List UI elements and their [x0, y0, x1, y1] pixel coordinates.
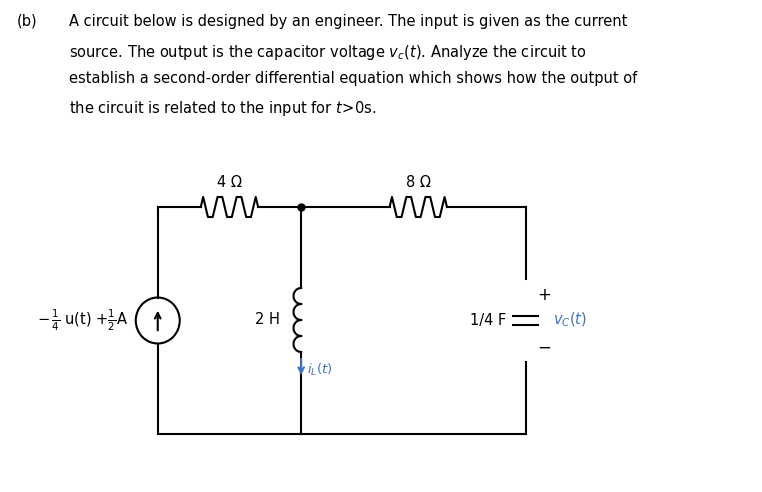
- Text: the circuit is related to the input for $t\!>\!$0s.: the circuit is related to the input for …: [69, 99, 376, 119]
- Text: 1/4 F: 1/4 F: [470, 312, 507, 328]
- Text: 8 Ω: 8 Ω: [406, 175, 431, 190]
- Text: −: −: [537, 339, 551, 357]
- Text: (b): (b): [18, 14, 38, 29]
- Text: $i_L(t)$: $i_L(t)$: [307, 362, 332, 378]
- Text: 4 Ω: 4 Ω: [217, 175, 242, 190]
- Text: $v_C(t)$: $v_C(t)$: [552, 311, 587, 329]
- Text: establish a second-order differential equation which shows how the output of: establish a second-order differential eq…: [69, 71, 637, 86]
- Text: A circuit below is designed by an engineer. The input is given as the current: A circuit below is designed by an engine…: [69, 14, 627, 29]
- Text: $-\,\frac{1}{4}$ u(t) $+\frac{1}{2}$A: $-\,\frac{1}{4}$ u(t) $+\frac{1}{2}$A: [37, 308, 128, 333]
- Text: 2 H: 2 H: [255, 312, 280, 328]
- Text: source. The output is the capacitor voltage $v_c(t)$. Analyze the circuit to: source. The output is the capacitor volt…: [69, 42, 587, 62]
- Text: +: +: [537, 286, 551, 304]
